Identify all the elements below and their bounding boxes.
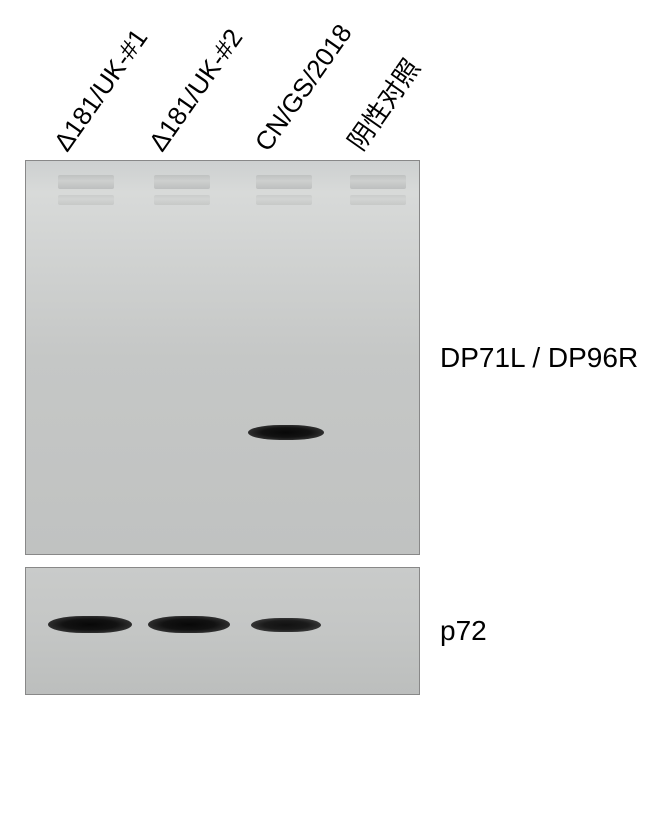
- lane-label-4: 阴性对照: [338, 51, 428, 157]
- gel-well: [154, 175, 210, 189]
- lane-label-1: Δ181/UK-#1: [48, 23, 155, 157]
- gel-band: [248, 425, 324, 440]
- gel-row-top: DP71L / DP96R: [25, 160, 635, 555]
- gel-panel-p72: [25, 567, 420, 695]
- lane-label-2: Δ181/UK-#2: [143, 23, 250, 157]
- gel-band: [48, 616, 132, 633]
- gel-well: [256, 175, 312, 189]
- panel-label-bottom: p72: [440, 615, 487, 647]
- gel-panel-dp71l-dp96r: [25, 160, 420, 555]
- gel-band: [148, 616, 230, 633]
- gel-well: [350, 175, 406, 189]
- gel-figure: Δ181/UK-#1 Δ181/UK-#2 CN/GS/2018 阴性对照 DP…: [25, 15, 635, 707]
- gel-well: [58, 175, 114, 189]
- gel-well-shadow: [256, 195, 312, 205]
- gel-band: [251, 618, 321, 632]
- gel-well-shadow: [350, 195, 406, 205]
- gel-row-bottom: p72: [25, 567, 635, 695]
- lane-labels-row: Δ181/UK-#1 Δ181/UK-#2 CN/GS/2018 阴性对照: [25, 15, 635, 155]
- gel-well-shadow: [58, 195, 114, 205]
- gel-well-shadow: [154, 195, 210, 205]
- panel-label-top: DP71L / DP96R: [440, 342, 638, 374]
